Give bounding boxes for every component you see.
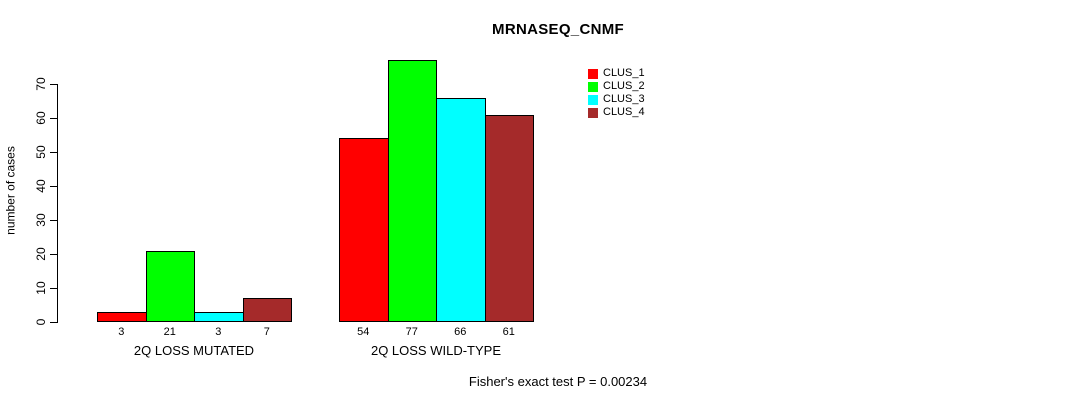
bar-clus_2-1 xyxy=(145,250,195,322)
bar-clus_3-2 xyxy=(436,97,486,322)
bar-clus_2-2 xyxy=(387,60,437,322)
y-tick xyxy=(50,219,57,221)
bar-value-label: 7 xyxy=(263,326,270,338)
bar-clus_1-2 xyxy=(339,138,389,322)
group-label: 2Q LOSS MUTATED xyxy=(133,343,255,358)
y-tick-label: 30 xyxy=(34,213,48,227)
y-tick-label: 10 xyxy=(34,281,48,295)
bar-value-label: 3 xyxy=(118,326,125,338)
legend-swatch-clus_4 xyxy=(588,107,598,118)
bar-clus_1-1 xyxy=(97,311,147,322)
y-axis-label: number of cases xyxy=(3,146,18,235)
legend-item-clus_4: CLUS_4 xyxy=(588,106,645,119)
chart-title: MRNASEQ_CNMF xyxy=(492,21,624,38)
bar-value-label: 66 xyxy=(454,326,467,338)
bar-clus_3-1 xyxy=(194,311,244,322)
y-tick xyxy=(50,321,57,323)
legend-swatch-clus_2 xyxy=(588,81,598,92)
legend-item-clus_1: CLUS_1 xyxy=(588,67,645,80)
bar-value-label: 21 xyxy=(163,326,176,338)
legend-label: CLUS_2 xyxy=(603,80,645,92)
bar-value-label: 77 xyxy=(405,326,418,338)
y-tick xyxy=(50,117,57,119)
legend-item-clus_2: CLUS_2 xyxy=(588,80,645,93)
bar-clus_4-2 xyxy=(484,114,534,322)
y-axis-line xyxy=(57,84,58,323)
bar-value-label: 54 xyxy=(357,326,370,338)
y-tick-label: 70 xyxy=(34,77,48,91)
y-tick xyxy=(50,151,57,153)
bar-clus_4-1 xyxy=(242,298,292,322)
y-tick-label: 50 xyxy=(34,145,48,159)
legend-label: CLUS_3 xyxy=(603,93,645,105)
legend: CLUS_1 CLUS_2 CLUS_3 CLUS_4 xyxy=(588,67,645,119)
legend-label: CLUS_1 xyxy=(603,67,645,79)
y-tick-label: 60 xyxy=(34,111,48,125)
bar-value-label: 3 xyxy=(215,326,222,338)
y-tick-label: 40 xyxy=(34,179,48,193)
y-tick xyxy=(50,253,57,255)
legend-label: CLUS_4 xyxy=(603,106,645,118)
legend-item-clus_3: CLUS_3 xyxy=(588,93,645,106)
legend-swatch-clus_1 xyxy=(588,68,598,79)
y-tick xyxy=(50,185,57,187)
annotation-text: Fisher's exact test P = 0.00234 xyxy=(468,374,648,389)
legend-swatch-clus_3 xyxy=(588,94,598,105)
group-label: 2Q LOSS WILD-TYPE xyxy=(370,343,502,358)
bar-value-label: 61 xyxy=(502,326,515,338)
y-tick xyxy=(50,287,57,289)
y-tick-label: 0 xyxy=(34,318,48,326)
y-tick-label: 20 xyxy=(34,247,48,261)
y-tick xyxy=(50,83,57,85)
